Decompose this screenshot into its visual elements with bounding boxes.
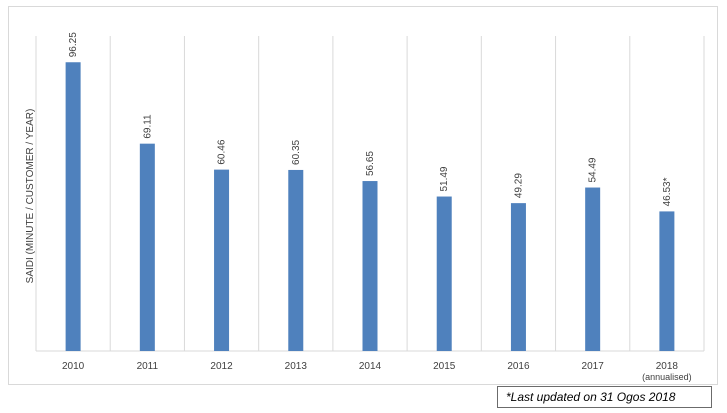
x-tick-label: 2013: [285, 361, 308, 372]
bar-2012: [214, 169, 230, 351]
data-label-2013: 60.35: [291, 139, 302, 164]
bar-2018: [659, 211, 675, 351]
x-tick-label: 2014: [359, 361, 382, 372]
data-label-2014: 56.65: [365, 151, 376, 176]
x-tick-label: 2015: [433, 361, 456, 372]
data-label-2016: 49.29: [513, 173, 524, 198]
bar-2011: [139, 143, 155, 351]
x-tick-label: 2017: [582, 361, 605, 372]
data-label-2015: 51.49: [439, 166, 450, 191]
bars: [65, 62, 675, 351]
bar-2016: [510, 203, 526, 351]
bar-2013: [288, 169, 304, 351]
data-labels: 96.25 69.11 60.46 60.35 56.65 51.49 49.29 54.49…: [68, 32, 673, 207]
data-label-2011: 69.11: [142, 114, 153, 139]
x-tick-label: 2010: [62, 361, 85, 372]
x-tick-label: 2018: [656, 361, 679, 372]
data-label-2018: 46.53*: [662, 177, 673, 206]
bar-2015: [436, 196, 452, 351]
y-axis-label: SAIDI (MINUTE / CUSTOMER / YEAR): [25, 109, 36, 284]
x-tick-labels: 2010 2011 2012 2013 2014 2015 2016 2017 2018(ann…: [62, 361, 692, 382]
data-label-2010: 96.25: [68, 32, 79, 57]
bar-2014: [362, 181, 378, 351]
x-tick-label: 2011: [137, 361, 159, 372]
bar-2017: [585, 187, 601, 351]
footnote: *Last updated on 31 Ogos 2018: [497, 386, 712, 408]
data-label-2017: 54.49: [588, 157, 599, 182]
x-tick-label: 2012: [210, 361, 233, 372]
bar-2010: [65, 62, 81, 351]
gridlines: [35, 36, 705, 351]
data-label-2012: 60.46: [217, 139, 228, 164]
x-tick-label: 2016: [507, 361, 530, 372]
x-tick-sublabel: (annualised): [642, 372, 692, 382]
